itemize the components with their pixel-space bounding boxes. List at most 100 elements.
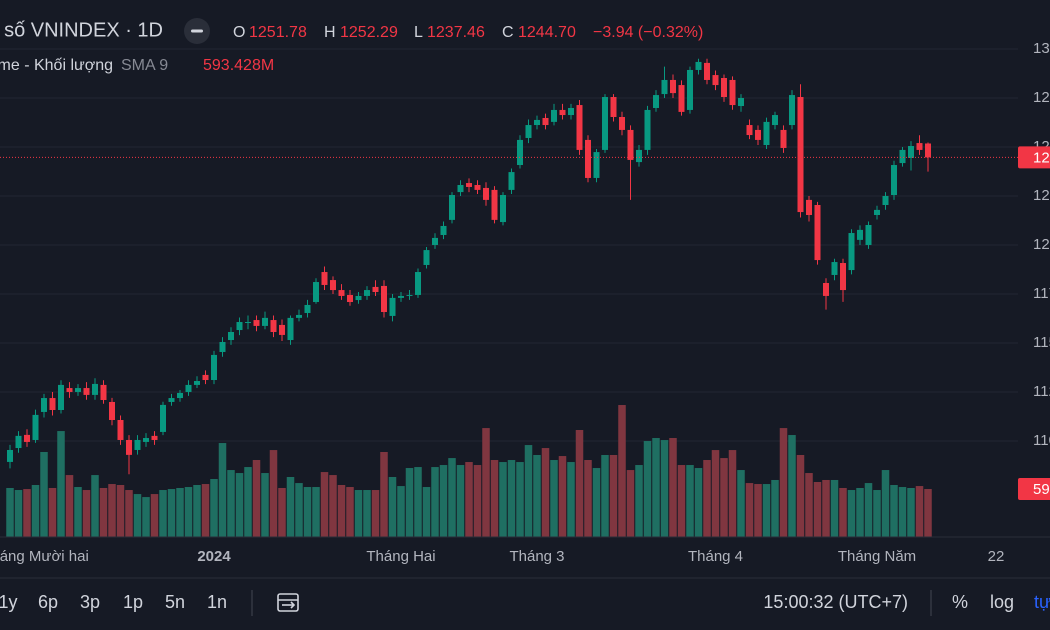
volume-bar — [796, 454, 805, 537]
candle-body — [840, 263, 846, 291]
candle-body — [296, 314, 302, 318]
candle-body — [772, 115, 778, 126]
volume-bar — [167, 489, 176, 537]
x-tick-label: 22 — [988, 548, 1005, 565]
volume-bar — [805, 473, 813, 537]
volume-bar — [584, 460, 592, 537]
candle-body — [899, 149, 906, 164]
candle-body — [466, 183, 472, 187]
volume-bar — [465, 462, 473, 537]
volume-bar — [813, 482, 822, 537]
candle-body — [661, 79, 668, 95]
candle-body — [177, 392, 183, 399]
volume-bar — [601, 454, 609, 537]
log-toggle[interactable]: log — [990, 592, 1014, 612]
volume-bar — [142, 497, 150, 537]
volume-bar — [873, 490, 881, 537]
candle-body — [797, 97, 804, 213]
range-button[interactable]: 1y — [0, 592, 18, 612]
y-tick-label: 1150.00 — [1033, 334, 1050, 351]
volume-bar — [677, 465, 686, 537]
candle-body — [695, 61, 702, 70]
volume-bar — [125, 490, 133, 537]
volume-bar — [609, 454, 618, 537]
volume-bar — [626, 470, 635, 537]
candle-body — [865, 224, 872, 245]
date-range-icon[interactable] — [277, 593, 299, 612]
volume-bar — [218, 443, 227, 537]
candle-body — [338, 290, 345, 296]
candle-body — [789, 95, 795, 126]
candle-body — [83, 388, 90, 395]
candle-body — [908, 146, 914, 158]
x-tick-label: Tháng 4 — [688, 548, 743, 565]
volume-bar — [116, 484, 125, 537]
volume-bar — [881, 470, 890, 537]
volume-bar — [422, 487, 431, 537]
candle-body — [32, 414, 39, 440]
volume-bar — [388, 476, 397, 537]
candle-body — [355, 295, 362, 301]
volume-bar — [227, 470, 235, 537]
candle-body — [415, 272, 421, 295]
candle-body — [721, 78, 727, 98]
volume-bar — [499, 462, 507, 537]
auto-toggle[interactable]: tự động — [1034, 592, 1050, 612]
y-tick-label: 1200.00 — [1033, 236, 1050, 253]
candle-body — [24, 434, 30, 442]
candle-body — [41, 398, 47, 412]
volume-bar — [524, 445, 533, 537]
volume-layer — [6, 405, 932, 537]
ohlc-letter: L — [414, 24, 423, 41]
volume-bar — [890, 484, 898, 537]
candle-body — [160, 404, 166, 432]
volume-bar — [711, 450, 720, 537]
y-tick-label: 1275.00 — [1033, 89, 1050, 106]
volume-bar — [567, 462, 575, 537]
clock: 15:00:32 (UTC+7) — [763, 592, 908, 612]
volume-bar — [771, 479, 779, 537]
volume-bar — [278, 487, 286, 537]
volume-bar — [176, 487, 184, 537]
candle-body — [525, 125, 532, 138]
volume-bar — [652, 438, 660, 537]
range-button[interactable]: 3p — [80, 592, 100, 612]
volume-bar — [924, 489, 932, 537]
toolbar: 1y 6p 3p 1p 5n 1n — [0, 592, 227, 612]
range-button[interactable]: 1n — [207, 592, 227, 612]
candle-body — [474, 185, 481, 190]
volume-bar — [57, 431, 65, 537]
candle-body — [780, 129, 787, 148]
x-tick-label: Tháng Năm — [838, 548, 916, 565]
volume-bar — [839, 487, 847, 537]
candle-body — [330, 280, 336, 291]
ohlc-letter: O — [233, 24, 245, 41]
candle-body — [491, 189, 498, 220]
candle-body — [848, 233, 855, 271]
volume-bar — [261, 473, 269, 537]
candle-body — [449, 195, 455, 220]
volume-bar — [48, 487, 57, 537]
range-button[interactable]: 1p — [123, 592, 143, 612]
candle-body — [678, 85, 685, 112]
range-button[interactable]: 5n — [165, 592, 185, 612]
volume-bar — [312, 487, 320, 537]
candle-body — [483, 187, 489, 200]
volume-bar — [694, 468, 703, 537]
volume-bar — [210, 479, 218, 537]
candle-body — [814, 205, 821, 261]
volume-bar — [575, 430, 584, 537]
volume-bar — [337, 484, 346, 537]
volume-bar — [856, 487, 864, 537]
candle-body — [712, 75, 719, 86]
candle-body — [168, 398, 175, 402]
grid — [0, 48, 1018, 442]
volume-bar — [686, 465, 694, 537]
volume-bar — [728, 450, 737, 537]
candle-body — [7, 449, 13, 462]
candle-body — [508, 172, 515, 190]
percent-toggle[interactable]: % — [952, 592, 968, 612]
candle-body — [364, 290, 370, 296]
range-button[interactable]: 6p — [38, 592, 58, 612]
volume-bar — [159, 490, 167, 537]
